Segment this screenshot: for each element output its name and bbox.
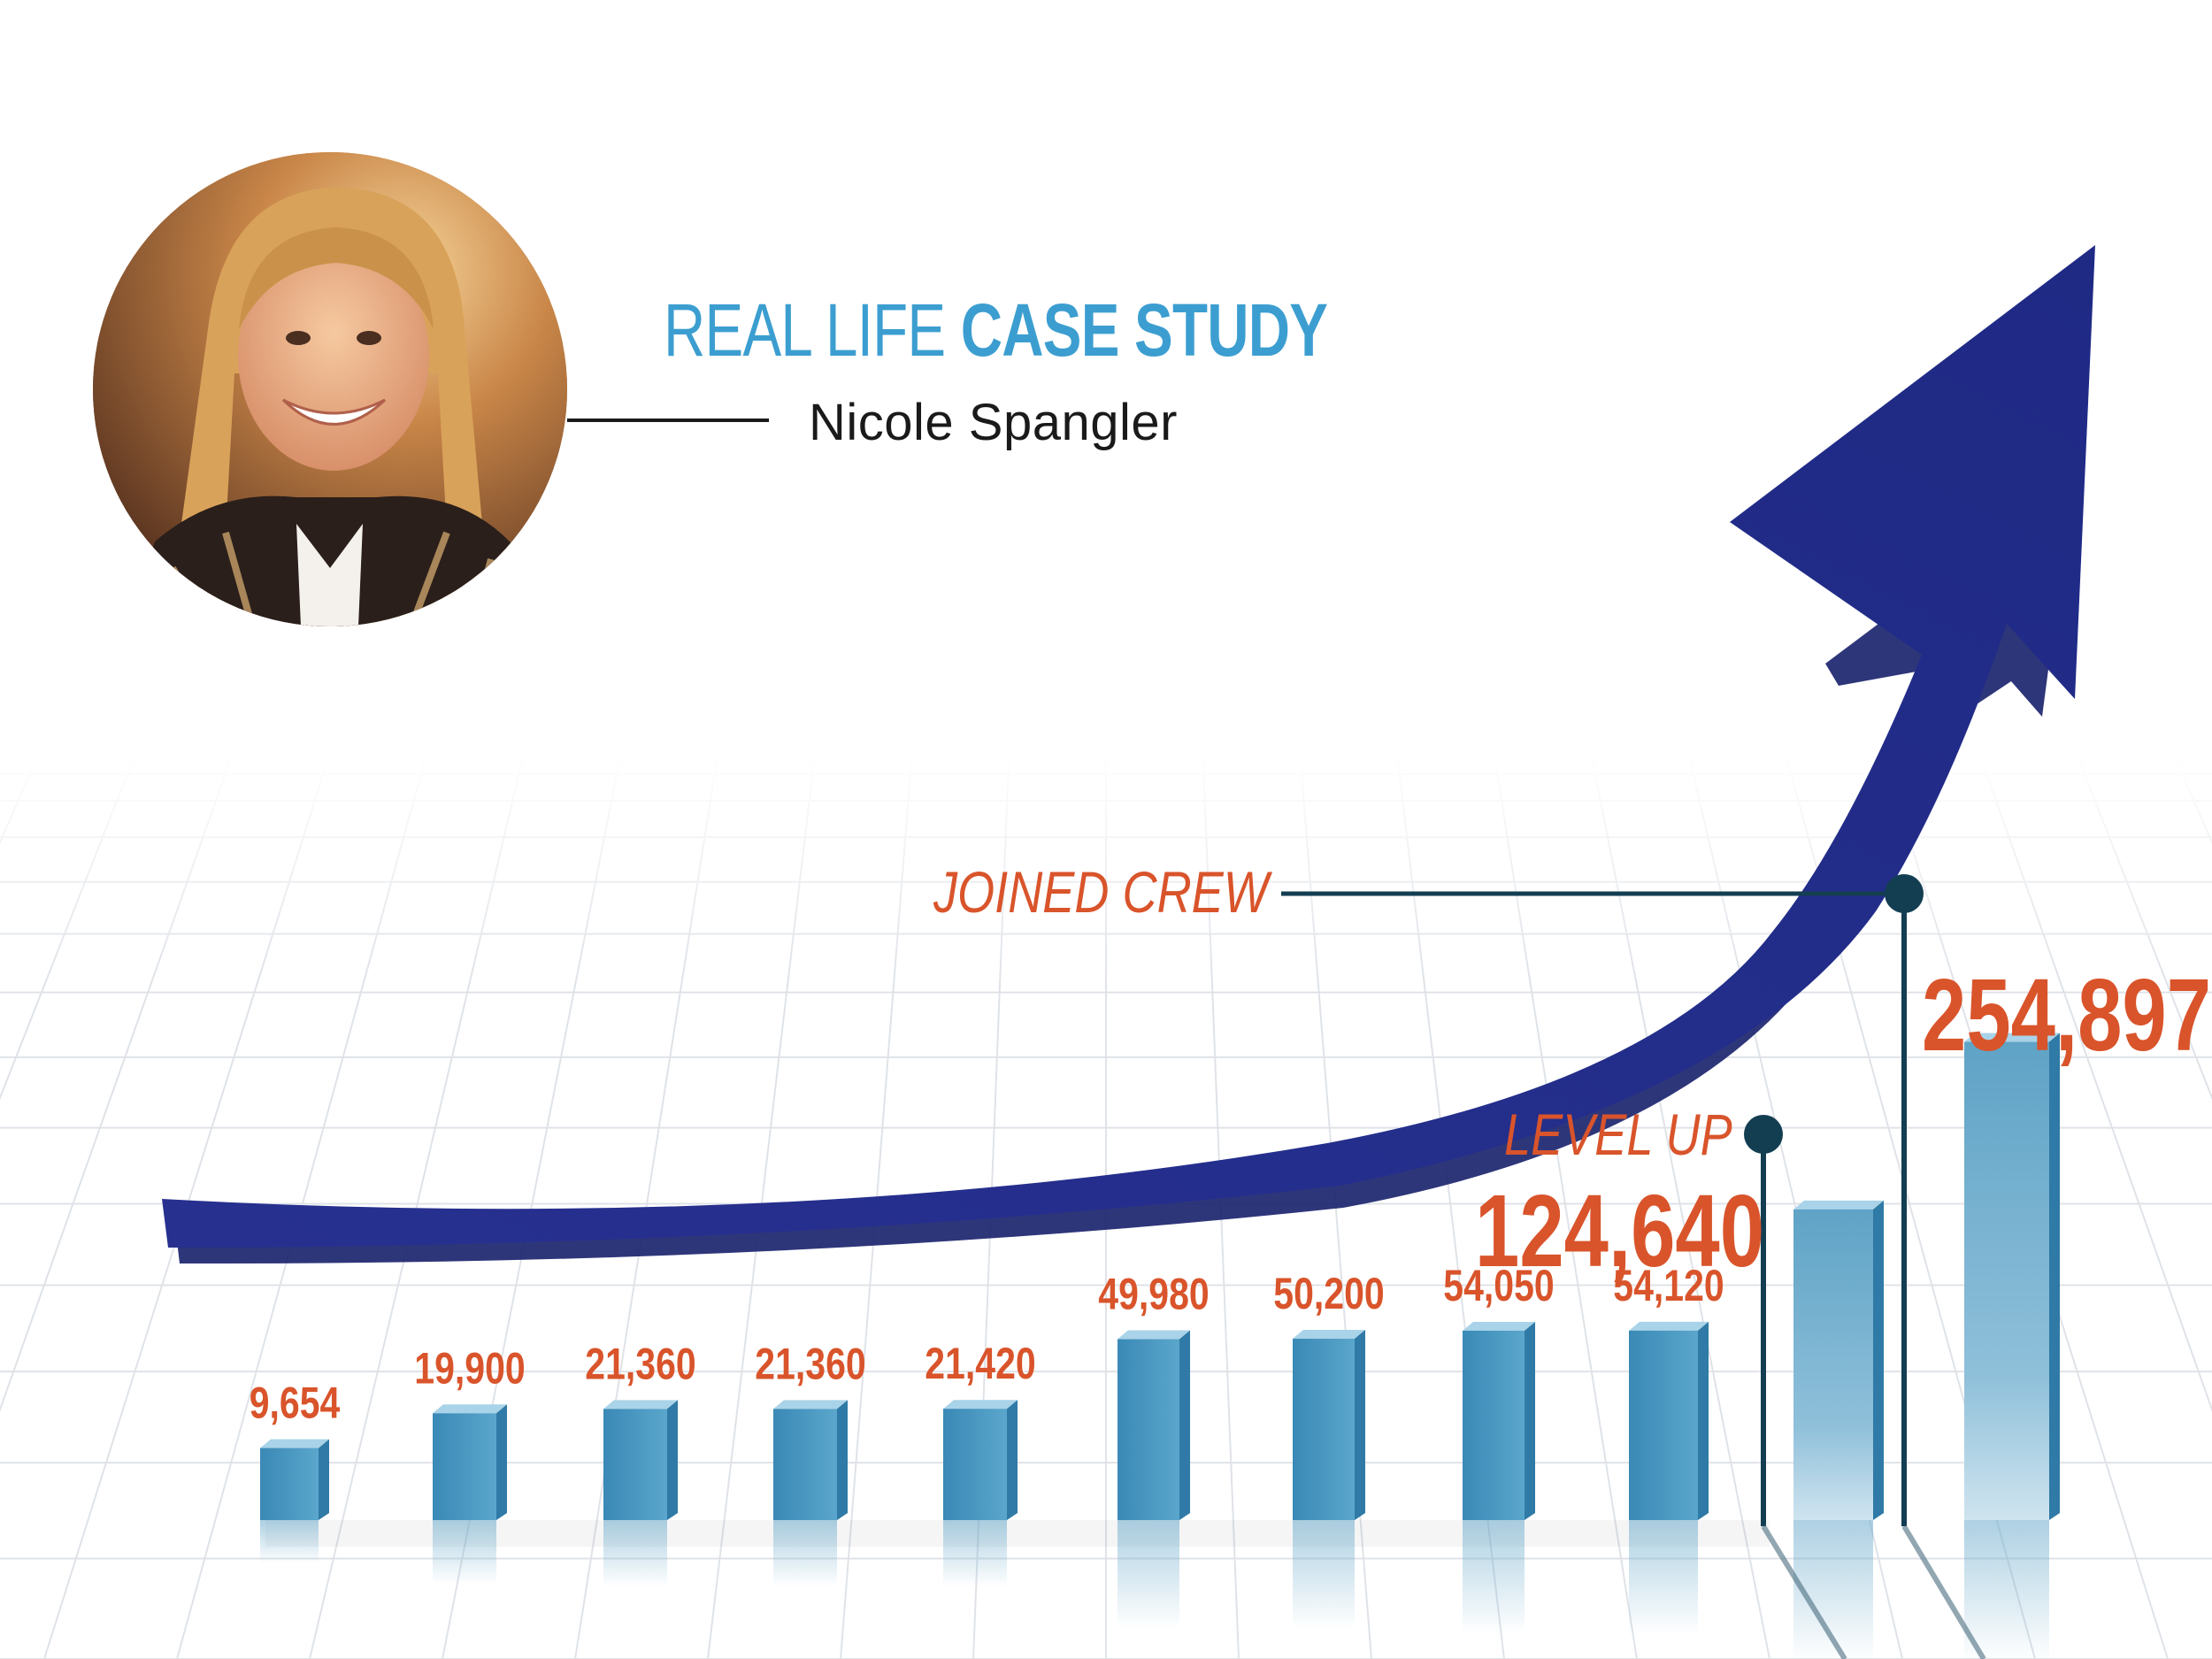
bar-10 [1793, 1200, 1884, 1659]
bar-value-label-4: 21,360 [755, 1340, 865, 1389]
bar-3 [603, 1400, 678, 1587]
joined-crew-label: JOINED CREW [933, 859, 1269, 925]
profile-photo [93, 152, 567, 626]
bar-6 [1118, 1330, 1190, 1629]
bar-value-label-7: 50,200 [1273, 1269, 1384, 1318]
milestone-markers [1281, 874, 1986, 1659]
bar-11 [1964, 1033, 2060, 1659]
bar-value-label-5: 21,420 [925, 1339, 1035, 1388]
level-up-marker [1744, 1115, 1783, 1154]
title-light: REAL LIFE [664, 288, 961, 372]
bar-value-label-6: 49,980 [1098, 1270, 1209, 1319]
name-connector-line [567, 419, 769, 422]
bar-8 [1463, 1321, 1535, 1634]
bar-value-label-3: 21,360 [585, 1340, 695, 1389]
bar-1 [260, 1439, 329, 1563]
bar-5 [943, 1400, 1018, 1587]
portrait-photo [93, 152, 567, 626]
bar-value-label-9: 54,120 [1613, 1261, 1724, 1310]
joined-crew-marker [1885, 874, 1924, 913]
joined-crew-value: 254,897 [1922, 957, 2212, 1072]
person-name: Nicole Spangler [809, 394, 1178, 451]
bar-9 [1629, 1321, 1709, 1634]
growth-arrow [162, 245, 2095, 1264]
bar-value-label-1: 9,654 [250, 1379, 341, 1428]
bar-7 [1293, 1330, 1365, 1629]
bar-2 [433, 1404, 507, 1585]
bar-value-label-8: 54,050 [1443, 1261, 1554, 1310]
bar-4 [773, 1400, 848, 1587]
bar-value-label-2: 19,900 [414, 1343, 525, 1393]
level-up-value: 124,640 [1475, 1173, 1765, 1288]
title-bold: CASE STUDY [960, 288, 1328, 372]
page-title: REAL LIFE CASE STUDY [664, 281, 1328, 379]
level-up-label: LEVEL UP [1504, 1102, 1732, 1167]
